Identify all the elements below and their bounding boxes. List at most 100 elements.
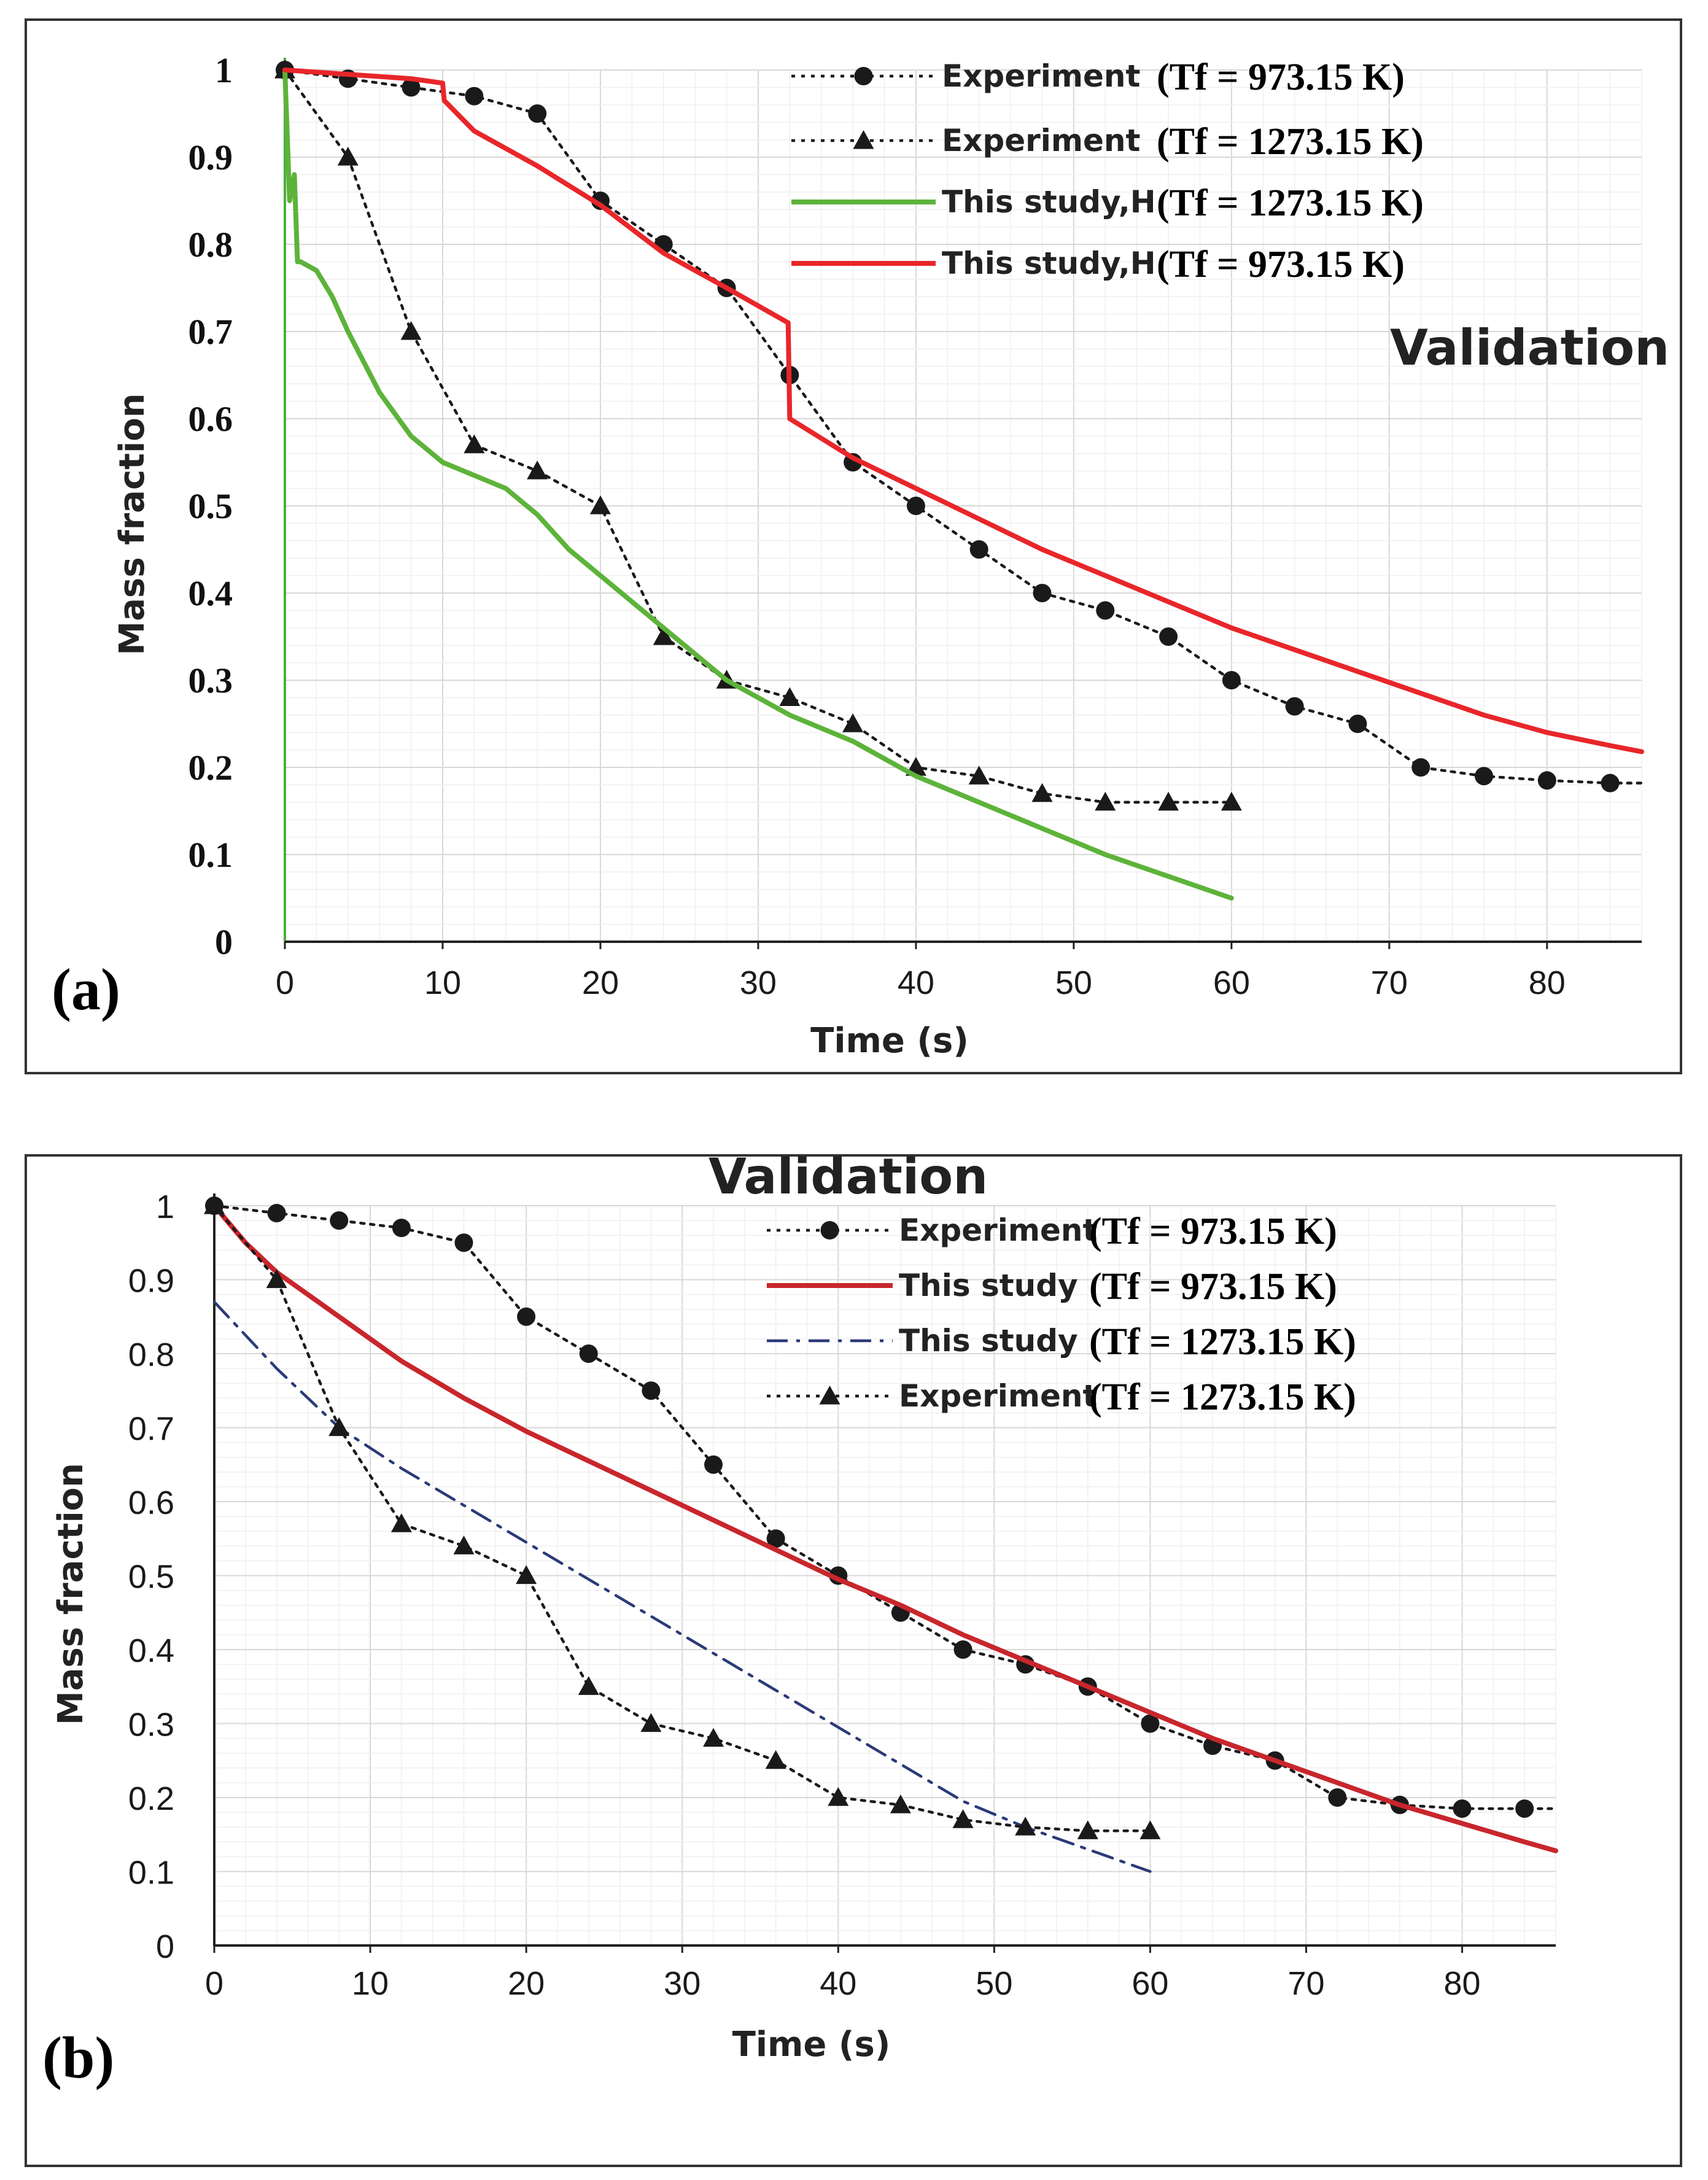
legend: Experiment(Tf = 973.15 K)This study (Tf =… [767,1211,1356,1418]
data-point-circle [392,1219,411,1238]
y-tick-label: 0.7 [128,1411,174,1448]
x-axis-title: Time (s) [732,2025,891,2065]
x-tick-label: 60 [1213,964,1250,1001]
series-line-model [212,1300,1152,1873]
data-point-circle [906,497,925,515]
legend-entry-name: This study [899,1323,1078,1359]
series-line-experiment [283,68,1233,804]
y-tick-label: 0.2 [188,748,233,788]
series-line-experiment [283,68,1644,785]
data-point-triangle [765,1750,786,1769]
data-point-triangle [464,434,485,454]
legend-entry-name: This study,H [942,246,1156,281]
data-point-circle [267,1204,286,1223]
data-point-circle [591,192,610,210]
x-tick-label: 80 [1444,1965,1481,2002]
data-point-triangle [578,1676,599,1695]
data-point-circle [766,1529,785,1548]
y-tick-label: 0.2 [128,1780,174,1817]
data-point-triangle [204,1195,225,1214]
series-0 [276,61,1644,793]
data-point-triangle [653,626,674,645]
data-point-circle [1411,758,1430,777]
data-point-triangle [1158,791,1179,811]
y-tick-label: 0 [215,922,233,962]
panel-label: (b) [42,2025,114,2090]
legend-entry-condition: (Tf = 973.15 K) [1157,56,1405,98]
y-tick-label: 0 [156,1928,174,1965]
legend-marker-circle [854,67,873,85]
legend-marker-circle [820,1221,839,1239]
series-line-model [282,68,1644,754]
data-point-triangle [453,1535,475,1554]
data-point-triangle [890,1794,911,1813]
y-tick-label: 1 [215,50,233,90]
x-tick-label: 80 [1529,964,1566,1001]
panel-b: 0 10 20 30 40 50 60 70 80 0 0.1 0.2 0.3 0.4 0.5 0.6 0.7 0… [25,1148,1682,2167]
data-point-circle [1601,774,1620,793]
legend-marker-triangle [819,1386,840,1405]
data-point-triangle [400,321,422,340]
x-tick-label: 50 [1055,964,1092,1001]
data-point-circle [1141,1714,1160,1733]
y-tick-label: 0.7 [188,312,233,352]
legend-entry-name: Experiment [899,1378,1097,1414]
data-point-triangle [1221,791,1242,811]
x-tick-label: 20 [508,1965,545,2002]
y-tick-label: 0.8 [188,225,233,265]
data-point-triangle [589,495,611,514]
y-tick-label: 0.3 [188,661,233,700]
data-point-circle [969,540,988,559]
x-tick-label: 10 [352,1965,389,2002]
y-tick-label: 0.5 [188,486,233,526]
series-1 [212,1203,1558,1853]
data-point-circle [402,78,421,97]
x-tick-label: 30 [740,964,777,1001]
y-tick-label: 0.9 [188,138,233,177]
legend-entry-condition: (Tf = 1273.15 K) [1157,182,1424,224]
legend-entry-condition: (Tf = 1273.15 K) [1089,1376,1356,1418]
data-point-triangle [337,147,359,166]
series-3 [204,1195,1161,1839]
panel-label: (a) [52,956,120,1022]
grid [214,1205,1556,1946]
data-point-circle [465,87,484,106]
data-point-triangle [640,1713,662,1732]
validation-annotation: Validation [1390,319,1669,376]
data-point-circle [953,1640,972,1659]
x-axis-title: Time (s) [810,1021,969,1061]
data-point-triangle [1095,791,1116,811]
data-point-circle [330,1211,349,1230]
legend: Experiment (Tf = 973.15 K) Experiment (Tf =… [791,56,1424,285]
data-point-triangle [842,713,864,732]
y-axis-title: Mass fraction [51,1463,91,1725]
x-tick-label: 20 [582,964,619,1001]
legend-entry-condition: (Tf = 1273.15 K) [1157,121,1424,163]
y-tick-label: 0.8 [128,1336,174,1373]
x-tick-label: 10 [424,964,461,1001]
data-point-triangle [952,1809,974,1828]
data-point-circle [517,1307,536,1326]
y-tick-label: 0.3 [128,1707,174,1744]
series-1 [274,60,1242,811]
legend-marker-triangle [853,130,874,149]
x-tick-label: 40 [820,1965,856,2002]
y-tick-label: 0.1 [128,1855,174,1891]
data-point-circle [528,104,547,123]
grid [284,69,1642,942]
data-point-triangle [266,1269,287,1289]
data-point-circle [1033,584,1052,602]
y-tick-label: 0.6 [188,399,233,439]
y-tick-label: 0.5 [128,1559,174,1596]
x-tick-label: 70 [1371,964,1408,1001]
series-2 [212,1300,1152,1873]
y-tick-label: 0.4 [128,1632,174,1669]
validation-annotation: Validation [708,1148,988,1205]
data-point-triangle [527,460,548,479]
chart-a: 0 10 20 30 40 50 60 70 80 0 0.1 0.2 0.3 0.4 0.5 0.6 0.7 0… [52,50,1669,1061]
data-point-circle [1348,715,1367,733]
panel-a: 0 10 20 30 40 50 60 70 80 0 0.1 0.2 0.3 0.4 0.5 0.6 0.7 0… [25,18,1682,1074]
data-point-circle [642,1381,661,1400]
legend-entry-name: This study,H [942,184,1156,220]
data-point-circle [1222,671,1241,689]
